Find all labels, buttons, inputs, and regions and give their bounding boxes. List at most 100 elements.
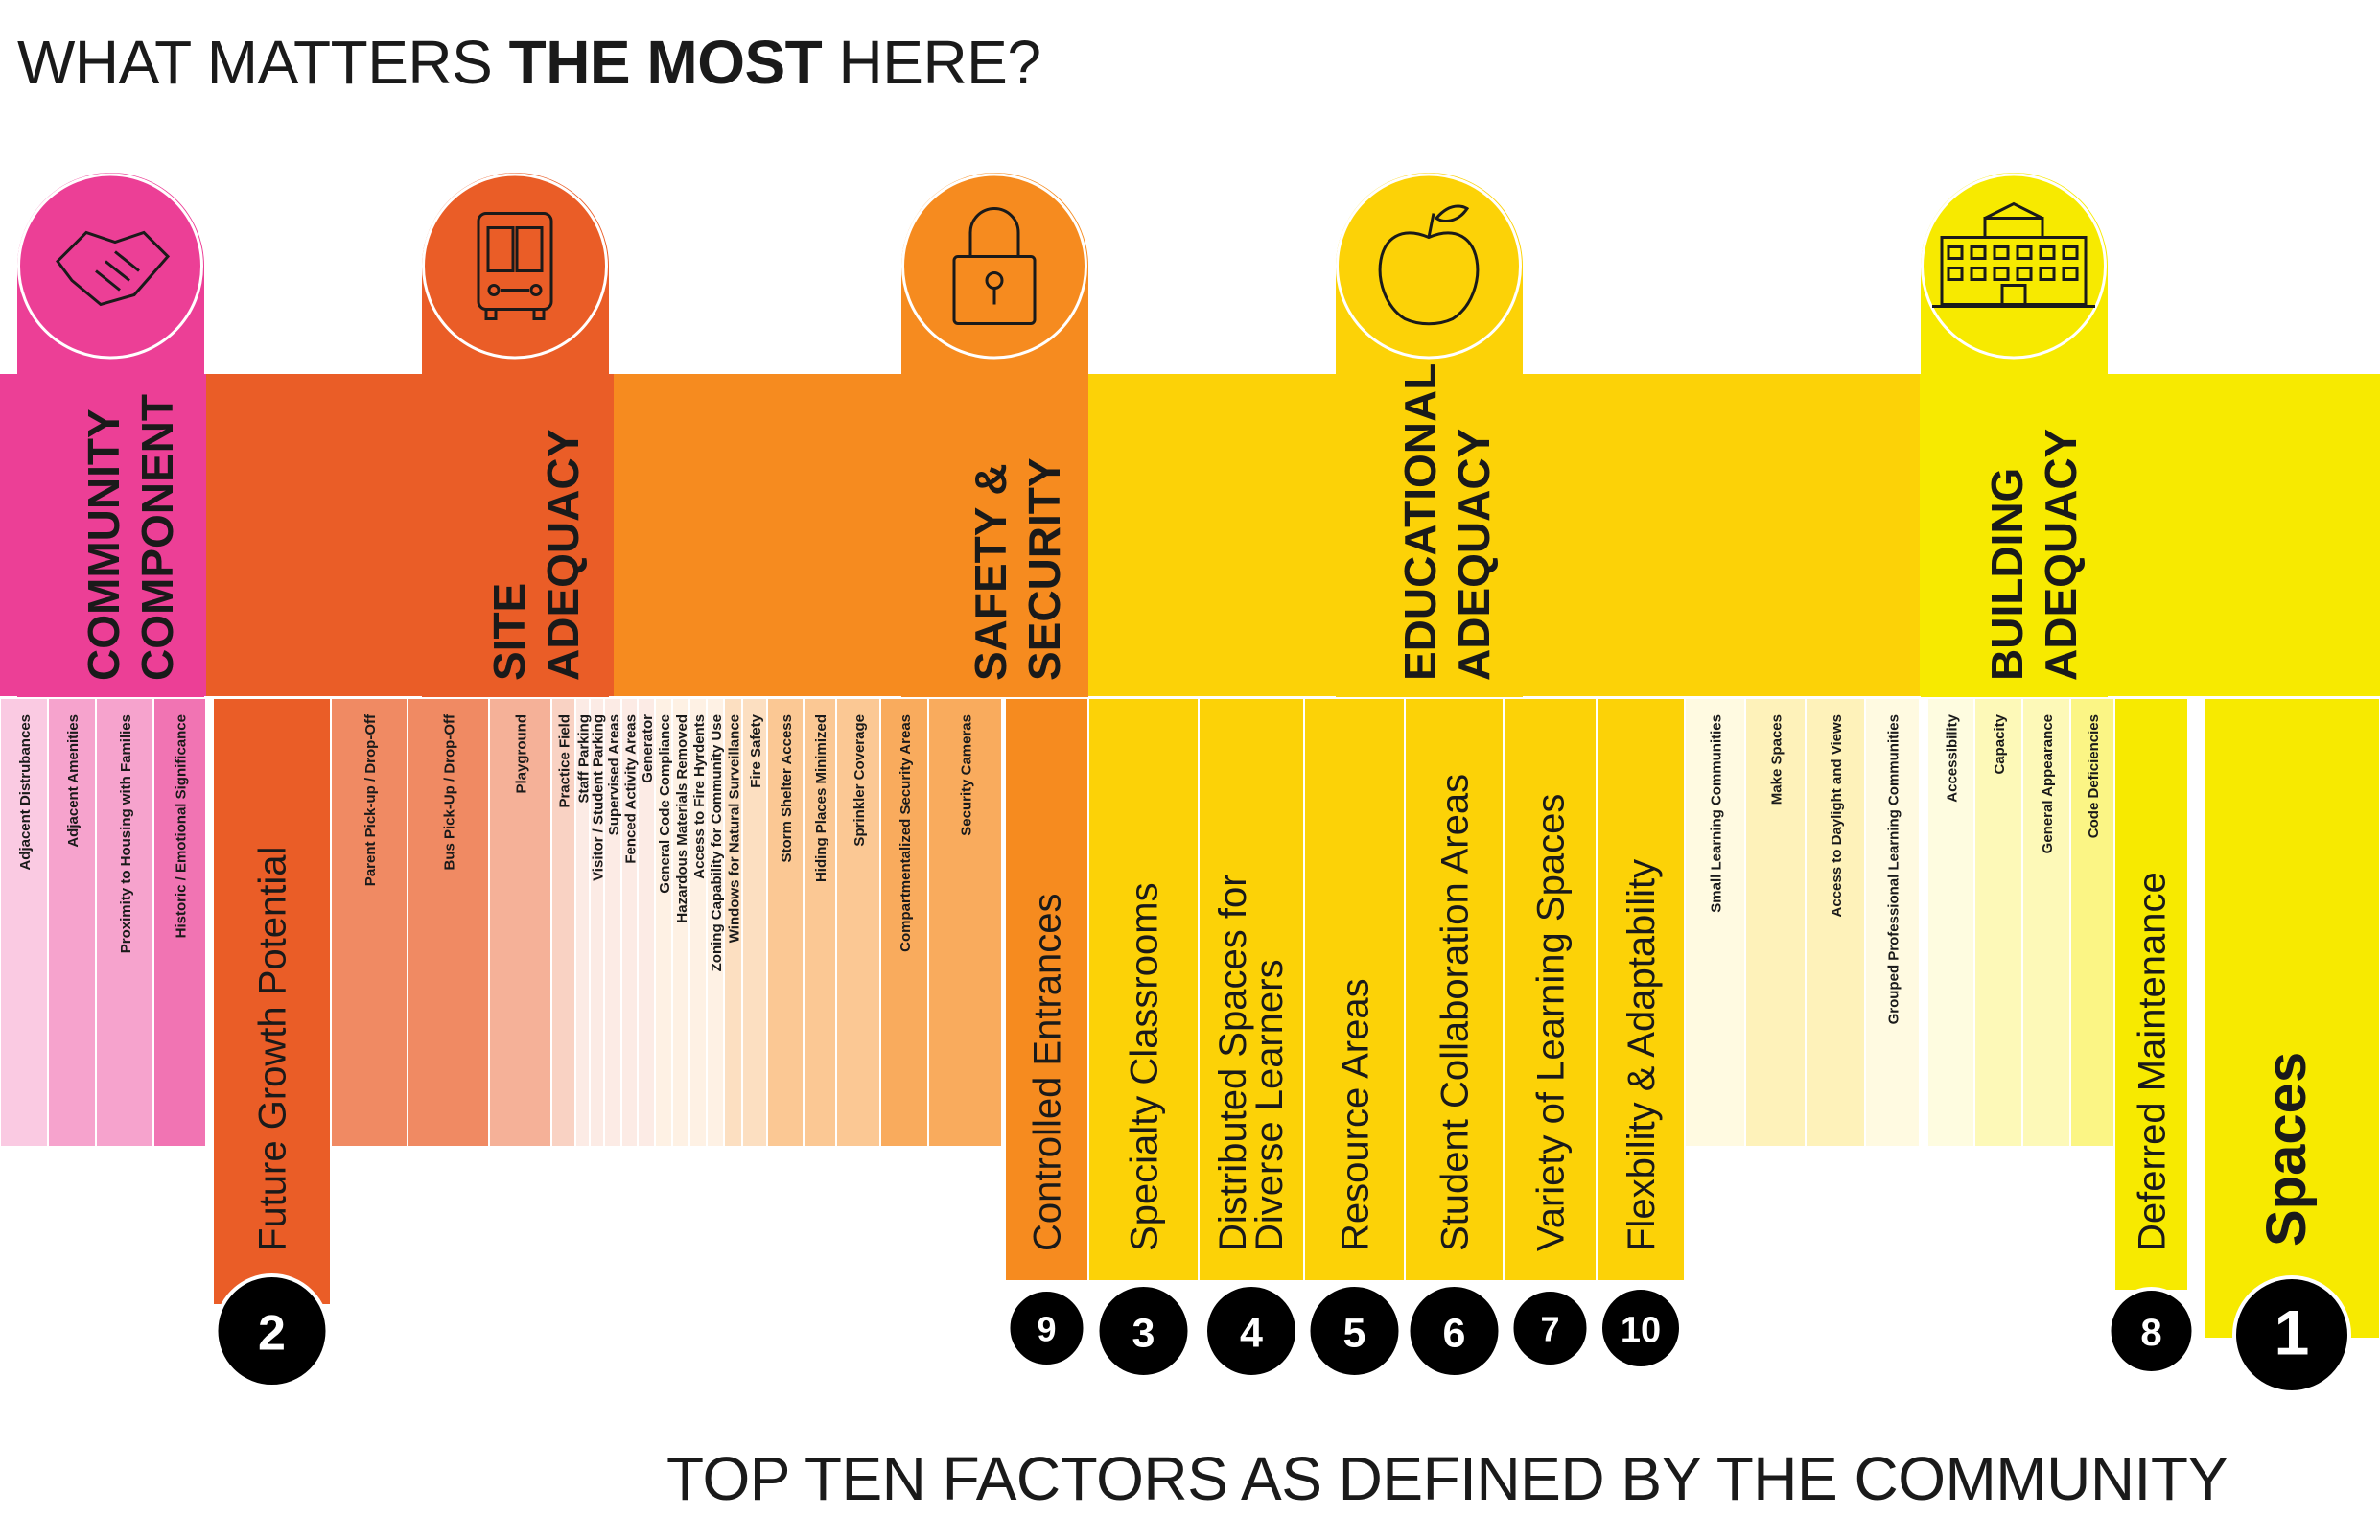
- group-label: SECURITY: [1019, 457, 1069, 681]
- factor-bar: [214, 699, 330, 1304]
- factor-bar: [1, 699, 47, 1146]
- bus-icon: [477, 212, 553, 320]
- factor-label: Proximity to Housing with Families: [118, 714, 134, 953]
- group-label: BUILDING: [1982, 468, 2032, 681]
- factor-label: Make Spaces: [1769, 714, 1785, 805]
- chart-subtitle: TOP TEN FACTORS AS DEFINED BY THE COMMUN…: [666, 1444, 2228, 1513]
- factor-label: Historic / Emotional Significance: [174, 714, 190, 938]
- factor-bar: [1746, 699, 1805, 1146]
- rank-badge: [1203, 1283, 1299, 1379]
- factor-label: Accessibility: [1945, 713, 1961, 802]
- rank-badge: [1095, 1283, 1192, 1379]
- factor-label: Flexbility & Adaptability: [1621, 859, 1663, 1251]
- apple-icon: [1378, 204, 1480, 326]
- factor-label: Supervised Areas: [606, 714, 622, 835]
- factor-label: Windows for Natural Surveillance: [727, 714, 743, 943]
- rank-number: 1: [2275, 1296, 2310, 1367]
- factor-label: Hiding Places Minimized: [813, 714, 829, 882]
- factor-bar: [1598, 699, 1684, 1280]
- factor-bar: [1807, 699, 1864, 1146]
- school-building-icon: [1932, 201, 2095, 308]
- factor-bar: [576, 699, 589, 1146]
- rank-badge: [2232, 1275, 2351, 1394]
- factor-label: Code Deficiencies: [2086, 714, 2102, 838]
- group-label: ADEQUACY: [1449, 429, 1499, 681]
- factor-bar: [2023, 699, 2069, 1146]
- factor-bar: [622, 699, 637, 1146]
- factor-bar: [708, 699, 723, 1146]
- factor-bar: [639, 699, 654, 1146]
- rank-number: 3: [1132, 1310, 1155, 1356]
- factor-label: General Appearance: [2040, 714, 2056, 853]
- factor-bar: [725, 699, 741, 1146]
- factor-label: Grouped Professional Learning Communitie…: [1886, 714, 1902, 1024]
- factor-label: Storm Shelter Access: [779, 714, 795, 863]
- factor-label: Small Learning Communities: [1709, 714, 1725, 913]
- factor-bar: [1406, 699, 1503, 1280]
- factor-label: Student Collaboration Areas: [1435, 774, 1477, 1251]
- factor-bar: [1305, 699, 1404, 1280]
- factor-bar: [591, 699, 603, 1146]
- factor-bar: [2071, 699, 2113, 1146]
- factor-bar: [1866, 699, 1919, 1146]
- factor-bar: [656, 699, 671, 1146]
- factor-bar: [1975, 699, 2021, 1146]
- label-layer: COMMUNITY COMPONENT SITE ADEQUACY SAFETY & SE…: [17, 363, 2318, 1251]
- icon-circle: [1336, 173, 1522, 360]
- rank-number: 2: [258, 1306, 286, 1362]
- rank-number: 8: [2140, 1312, 2161, 1354]
- rank-badge: [1598, 1286, 1683, 1370]
- factor-label: Visitor / Student Parking: [591, 714, 607, 881]
- rank-badge: [2107, 1287, 2196, 1375]
- factor-bar: [552, 699, 574, 1146]
- factor-label: Controlled Entrances: [1027, 893, 1069, 1251]
- factor-label: Parent Pick-up / Drop-Off: [362, 713, 379, 886]
- factor-bar: [408, 699, 488, 1146]
- factor-label: Generator: [640, 714, 656, 783]
- factor-label: Security Cameras: [959, 714, 975, 836]
- group-label: EDUCATIONAL: [1395, 363, 1445, 681]
- factor-label: Resource Areas: [1335, 978, 1377, 1251]
- factor-bar: [768, 699, 803, 1146]
- lock-icon: [952, 207, 1037, 325]
- factor-bar: [1505, 699, 1596, 1280]
- rank-badge: [1006, 1288, 1087, 1368]
- factor-bar: [690, 699, 706, 1146]
- title-bold: THE MOST: [508, 28, 823, 97]
- factor-label: General Code Compliance: [657, 714, 673, 894]
- factor-label: Bus Pick-Up / Drop-Off: [442, 713, 458, 871]
- group-label: SAFETY &: [966, 463, 1015, 681]
- factor-label: Fenced Activity Areas: [623, 714, 640, 864]
- rank-badge: [1406, 1283, 1503, 1379]
- factor-bar: [605, 699, 620, 1146]
- group-card-layer: [17, 173, 2108, 698]
- factor-label: Distributed Spaces for: [1212, 874, 1254, 1251]
- rank-number: 9: [1037, 1310, 1056, 1349]
- factor-label: Access to Daylight and Views: [1829, 714, 1845, 917]
- factor-label: Staff Parking: [576, 714, 593, 804]
- factor-label: Adjacent Amenities: [65, 714, 82, 848]
- factor-bar: [2205, 699, 2379, 1338]
- factor-bar: [1200, 699, 1303, 1280]
- rank-badge: [214, 1273, 330, 1388]
- group-label: COMPONENT: [132, 394, 182, 681]
- factor-bar: [881, 699, 927, 1146]
- factor-label: Diverse Learners: [1248, 959, 1291, 1251]
- factor-bar: [1006, 699, 1087, 1280]
- factor-bar: [743, 699, 766, 1146]
- factor-label: Spaces: [2255, 1052, 2318, 1247]
- factor-bar: [673, 699, 688, 1146]
- page-title: WHAT MATTERS THE MOST HERE?: [17, 27, 1041, 98]
- factor-bar: [929, 699, 1001, 1146]
- factor-label: Deferred Maintenance: [2132, 872, 2174, 1251]
- factor-label: Zoning Capability for Community Use: [709, 714, 725, 971]
- group-label: SITE: [484, 583, 534, 681]
- factor-label: Variety of Learning Spaces: [1530, 794, 1573, 1251]
- factor-bar: [490, 699, 550, 1146]
- icon-circle: [901, 173, 1087, 360]
- group-label: ADEQUACY: [538, 429, 588, 681]
- factor-label: Capacity: [1992, 713, 2008, 774]
- rank-badge: [1306, 1283, 1403, 1379]
- title-suffix: HERE?: [822, 28, 1041, 97]
- rank-number: 5: [1343, 1310, 1366, 1356]
